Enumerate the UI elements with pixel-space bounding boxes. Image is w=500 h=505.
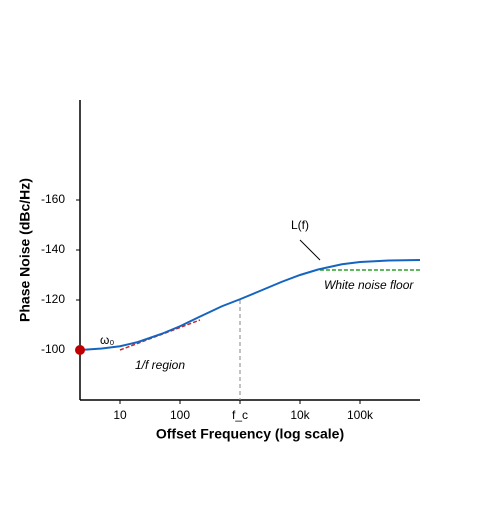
x-tick-label: 100k: [347, 408, 374, 422]
x-tick-label: 10: [113, 408, 127, 422]
annotation: White noise floor: [324, 278, 414, 292]
y-axis-label: Phase Noise (dBc/Hz): [17, 178, 33, 322]
annotation: L(f): [291, 218, 309, 232]
y-tick-label: -160: [41, 192, 65, 206]
x-tick-label: 10k: [290, 408, 310, 422]
annotation: 1/f region: [135, 358, 185, 372]
marker: [75, 345, 85, 355]
y-tick-label: -120: [41, 292, 65, 306]
annotation-pointer: [299, 239, 321, 261]
x-tick-label: f_c: [232, 408, 248, 422]
x-axis-label: Offset Frequency (log scale): [156, 426, 344, 442]
x-tick-label: 100: [170, 408, 190, 422]
phase-noise-curve: [79, 259, 421, 351]
annotation: ω₀: [100, 333, 114, 347]
y-tick-label: -140: [41, 242, 65, 256]
y-tick-label: -100: [41, 342, 65, 356]
